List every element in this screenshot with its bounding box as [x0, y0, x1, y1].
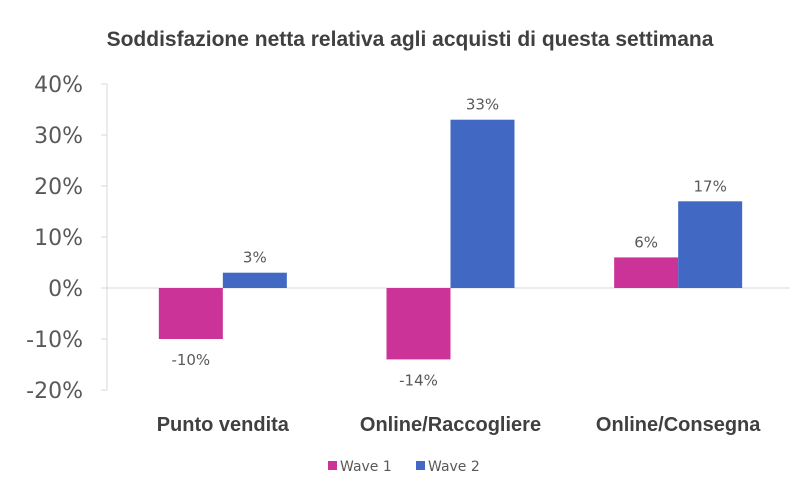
- y-axis: 40% 30% 20% 10% 0% -10% -20%: [26, 73, 790, 404]
- bar-1-2: [386, 288, 451, 360]
- y-tick-label: -20%: [26, 379, 83, 404]
- data-label: 6%: [634, 233, 658, 251]
- bars: -10% 3% -14% 33% 6% 17%: [158, 96, 743, 389]
- y-tick-label: 30%: [34, 124, 83, 149]
- bar-2-2: [450, 119, 515, 288]
- y-tick-label: -10%: [26, 328, 83, 353]
- chart-title: Soddisfazione netta relativa agli acquis…: [107, 28, 714, 51]
- x-tick-label: Punto vendita: [157, 414, 290, 436]
- y-tick-label: 40%: [34, 73, 83, 98]
- x-tick-label: Online/Raccogliere: [360, 414, 541, 436]
- x-axis: Punto vendita Online/Raccogliere Online/Co…: [157, 414, 762, 436]
- data-label: 3%: [243, 249, 267, 267]
- legend-label: Wave 1: [340, 459, 392, 475]
- data-label: -14%: [399, 371, 438, 389]
- bar-2-3: [678, 201, 743, 288]
- y-tick-label: 0%: [48, 277, 83, 302]
- legend-label: Wave 2: [428, 459, 480, 475]
- bar-2-1: [222, 272, 287, 288]
- data-label: 17%: [693, 177, 726, 195]
- legend: Wave 1 Wave 2: [328, 459, 480, 475]
- bar-1-1: [158, 288, 223, 339]
- legend-swatch: [416, 461, 425, 470]
- bar-1-3: [614, 257, 679, 288]
- data-label: 33%: [466, 96, 499, 114]
- data-label: -10%: [171, 351, 210, 369]
- y-tick-label: 20%: [34, 175, 83, 200]
- y-tick-label: 10%: [34, 226, 83, 251]
- x-tick-label: Online/Consegna: [596, 414, 761, 436]
- legend-swatch: [328, 461, 337, 470]
